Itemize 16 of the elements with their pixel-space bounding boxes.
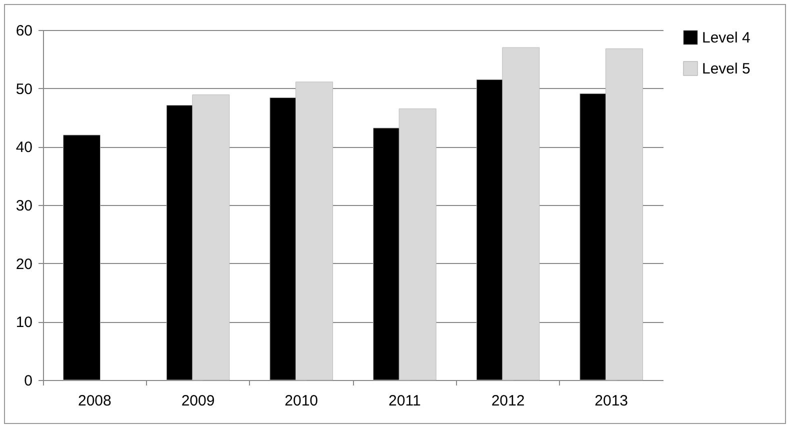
bar [63,134,100,380]
y-tick-label: 40 [16,139,32,156]
x-tick-label: 2008 [78,392,112,410]
y-tick-label: 20 [16,256,32,273]
x-tick-label: 2013 [594,392,628,410]
y-tick-label: 10 [16,314,32,332]
x-tick-label: 2009 [181,392,215,410]
legend-label: Level 4 [702,30,750,46]
y-tick-label: 0 [24,372,32,390]
y-tick-label: 30 [16,198,32,214]
y-tick-label: 50 [16,80,32,98]
y-tick-label: 60 [16,22,32,40]
x-tick-label: 2012 [491,392,525,410]
x-tick-label: 2010 [284,392,318,410]
x-tick-label: 2011 [388,392,421,410]
legend-label: Level 5 [702,60,750,78]
